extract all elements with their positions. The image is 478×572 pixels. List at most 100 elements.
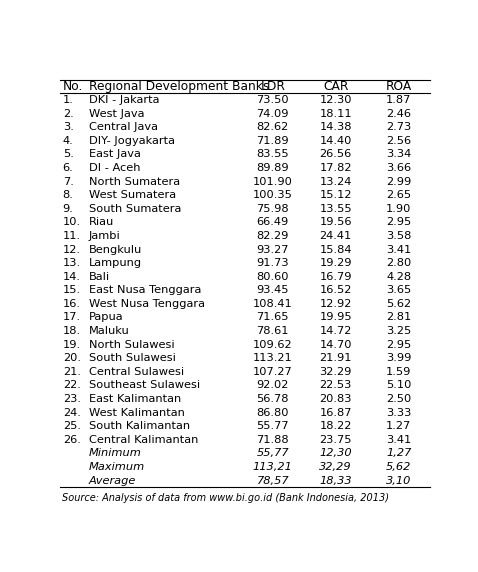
Text: Central Kalimantan: Central Kalimantan [88,435,198,445]
Text: Maluku: Maluku [88,326,130,336]
Text: 2.46: 2.46 [386,109,411,118]
Text: 3,10: 3,10 [386,475,412,486]
Text: 91.73: 91.73 [256,258,289,268]
Text: 14.72: 14.72 [320,326,352,336]
Text: 78.61: 78.61 [257,326,289,336]
Text: 17.82: 17.82 [319,163,352,173]
Text: Lampung: Lampung [88,258,142,268]
Text: 108.41: 108.41 [253,299,293,309]
Text: East Nusa Tenggara: East Nusa Tenggara [88,285,201,295]
Text: 100.35: 100.35 [253,190,293,200]
Text: 3.41: 3.41 [386,435,412,445]
Text: 11.: 11. [63,231,81,241]
Text: 2.65: 2.65 [386,190,411,200]
Text: 23.: 23. [63,394,81,404]
Text: 12,30: 12,30 [319,448,352,458]
Text: 1.87: 1.87 [386,95,412,105]
Text: 3.25: 3.25 [386,326,412,336]
Text: 14.38: 14.38 [319,122,352,132]
Text: 17.: 17. [63,312,81,323]
Text: 15.12: 15.12 [319,190,352,200]
Text: 86.80: 86.80 [257,408,289,418]
Text: 93.27: 93.27 [257,245,289,255]
Text: Bengkulu: Bengkulu [88,245,142,255]
Text: 55,77: 55,77 [256,448,289,458]
Text: 2.95: 2.95 [386,217,412,227]
Text: Regional Development Banks: Regional Development Banks [88,80,269,93]
Text: 3.: 3. [63,122,74,132]
Text: South Sumatera: South Sumatera [88,204,181,214]
Text: 78,57: 78,57 [256,475,289,486]
Text: 13.: 13. [63,258,81,268]
Text: 23.75: 23.75 [319,435,352,445]
Text: 2.99: 2.99 [386,177,412,186]
Text: 6.: 6. [63,163,74,173]
Text: 32.29: 32.29 [320,367,352,377]
Text: 4.: 4. [63,136,74,146]
Text: 19.: 19. [63,340,81,349]
Text: 8.: 8. [63,190,74,200]
Text: 19.56: 19.56 [319,217,352,227]
Text: Minimum: Minimum [88,448,141,458]
Text: North Sulawesi: North Sulawesi [88,340,174,349]
Text: 73.50: 73.50 [256,95,289,105]
Text: LDR: LDR [261,80,285,93]
Text: 7.: 7. [63,177,74,186]
Text: 13.55: 13.55 [319,204,352,214]
Text: DI - Aceh: DI - Aceh [88,163,140,173]
Text: DIY- Jogyakarta: DIY- Jogyakarta [88,136,174,146]
Text: West Nusa Tenggara: West Nusa Tenggara [88,299,205,309]
Text: 2.80: 2.80 [386,258,412,268]
Text: 5.62: 5.62 [386,299,411,309]
Text: 12.: 12. [63,245,81,255]
Text: 66.49: 66.49 [257,217,289,227]
Text: 55.77: 55.77 [256,421,289,431]
Text: 3.65: 3.65 [386,285,412,295]
Text: 3.99: 3.99 [386,353,412,363]
Text: 109.62: 109.62 [253,340,293,349]
Text: 26.: 26. [63,435,81,445]
Text: 107.27: 107.27 [253,367,293,377]
Text: 15.84: 15.84 [319,245,352,255]
Text: Central Sulawesi: Central Sulawesi [88,367,184,377]
Text: 12.92: 12.92 [320,299,352,309]
Text: 10.: 10. [63,217,81,227]
Text: 2.: 2. [63,109,74,118]
Text: North Sumatera: North Sumatera [88,177,180,186]
Text: 18.: 18. [63,326,81,336]
Text: 32,29: 32,29 [319,462,352,472]
Text: Riau: Riau [88,217,114,227]
Text: 74.09: 74.09 [257,109,289,118]
Text: 80.60: 80.60 [257,272,289,282]
Text: 26.56: 26.56 [320,149,352,160]
Text: 24.41: 24.41 [320,231,352,241]
Text: DKI - Jakarta: DKI - Jakarta [88,95,159,105]
Text: East Java: East Java [88,149,141,160]
Text: 20.: 20. [63,353,81,363]
Text: 82.62: 82.62 [257,122,289,132]
Text: 2.73: 2.73 [386,122,412,132]
Text: 82.29: 82.29 [257,231,289,241]
Text: 13.24: 13.24 [320,177,352,186]
Text: South Kalimantan: South Kalimantan [88,421,190,431]
Text: 101.90: 101.90 [253,177,293,186]
Text: 25.: 25. [63,421,81,431]
Text: Maximum: Maximum [88,462,145,472]
Text: 14.70: 14.70 [319,340,352,349]
Text: 89.89: 89.89 [256,163,289,173]
Text: 1.90: 1.90 [386,204,412,214]
Text: 9.: 9. [63,204,74,214]
Text: Papua: Papua [88,312,123,323]
Text: 15.: 15. [63,285,81,295]
Text: 2.56: 2.56 [386,136,411,146]
Text: Jambi: Jambi [88,231,120,241]
Text: 19.29: 19.29 [319,258,352,268]
Text: Central Java: Central Java [88,122,158,132]
Text: 1.27: 1.27 [386,421,412,431]
Text: Average: Average [88,475,136,486]
Text: 92.02: 92.02 [257,380,289,391]
Text: 14.40: 14.40 [320,136,352,146]
Text: 18.22: 18.22 [320,421,352,431]
Text: 24.: 24. [63,408,81,418]
Text: 5.10: 5.10 [386,380,412,391]
